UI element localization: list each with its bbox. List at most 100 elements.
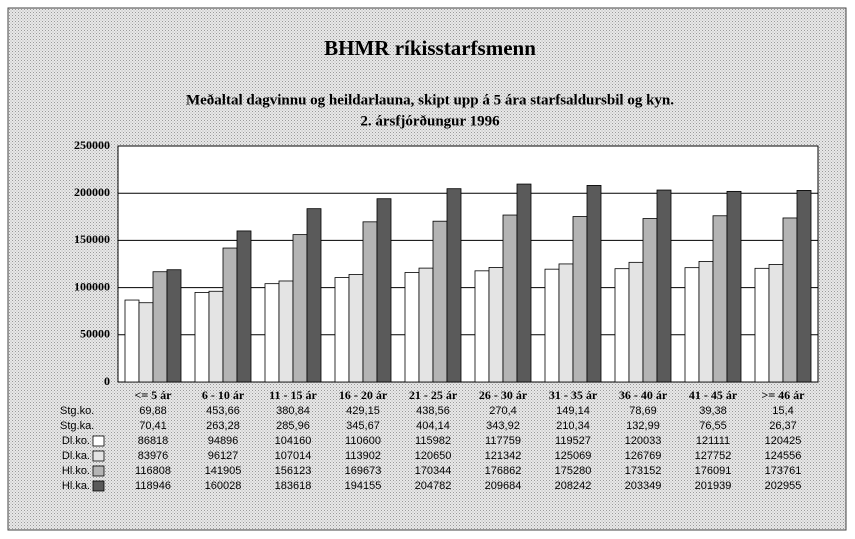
table-cell: 121342 xyxy=(485,450,522,462)
legend-label: Dl.ko. xyxy=(62,435,90,447)
table-cell: 113902 xyxy=(345,450,381,462)
x-tick-label: 26 - 30 ár xyxy=(479,388,528,402)
y-tick-label: 200000 xyxy=(74,185,110,199)
table-cell: 141905 xyxy=(205,465,242,477)
bar xyxy=(138,302,154,383)
table-cell: 15,4 xyxy=(772,405,793,417)
y-tick-label: 100000 xyxy=(74,279,110,293)
table-cell: 78,69 xyxy=(629,405,657,417)
table-cell: 175280 xyxy=(555,465,592,477)
table-cell: 110600 xyxy=(345,435,381,447)
table-cell: 201939 xyxy=(695,480,732,492)
table-cell: 380,84 xyxy=(276,405,310,417)
bar xyxy=(432,220,448,383)
table-cell: 202955 xyxy=(765,480,802,492)
table-cell: 209684 xyxy=(485,480,522,492)
table-cell: 117759 xyxy=(485,435,521,447)
bar xyxy=(712,215,728,383)
x-tick-label: 16 - 20 ár xyxy=(339,388,388,402)
table-cell: 118946 xyxy=(135,480,171,492)
table-cell: 285,96 xyxy=(276,420,310,432)
y-tick-label: 250000 xyxy=(74,138,110,152)
table-cell: 70,41 xyxy=(139,420,167,432)
x-tick-label: 6 - 10 ár xyxy=(202,388,245,402)
bar xyxy=(446,188,462,383)
table-cell: 173761 xyxy=(765,465,802,477)
y-tick-label: 50000 xyxy=(80,327,110,341)
bar xyxy=(656,189,672,383)
table-cell: 124556 xyxy=(765,450,802,462)
table-cell: 453,66 xyxy=(206,405,240,417)
bar xyxy=(502,214,518,383)
table-cell: 169673 xyxy=(345,465,382,477)
table-cell: 176862 xyxy=(485,465,522,477)
bar xyxy=(152,271,168,383)
bar xyxy=(474,270,490,383)
table-cell: 343,92 xyxy=(486,420,520,432)
table-cell: 116808 xyxy=(135,465,171,477)
table-cell: 119527 xyxy=(555,435,591,447)
x-tick-label: 31 - 35 ár xyxy=(549,388,598,402)
y-tick-label: 150000 xyxy=(74,232,110,246)
bar xyxy=(376,198,392,383)
bar xyxy=(306,208,322,383)
table-cell: 107014 xyxy=(275,450,312,462)
bar xyxy=(768,264,784,383)
table-cell: 94896 xyxy=(208,435,239,447)
bar xyxy=(166,269,182,383)
table-cell: 194155 xyxy=(345,480,382,492)
table-cell: 121111 xyxy=(696,435,730,447)
legend-label: Hl.ko. xyxy=(62,465,90,477)
table-cell: 120650 xyxy=(415,450,452,462)
bar xyxy=(684,267,700,383)
bar xyxy=(796,190,812,383)
table-cell: 210,34 xyxy=(556,420,590,432)
table-cell: 270,4 xyxy=(489,405,517,417)
x-tick-label: 11 - 15 ár xyxy=(269,388,317,402)
table-cell: 204782 xyxy=(415,480,452,492)
legend-swatch xyxy=(92,480,105,492)
table-cell: 160028 xyxy=(205,480,242,492)
table-row-label: Stg.ka. xyxy=(60,420,94,432)
bar xyxy=(334,277,350,383)
bar xyxy=(194,292,210,383)
table-cell: 39,38 xyxy=(699,405,727,417)
table-cell: 86818 xyxy=(138,435,169,447)
legend-swatch xyxy=(92,465,105,477)
table-cell: 120033 xyxy=(625,435,662,447)
bar xyxy=(726,190,742,383)
bar xyxy=(628,261,644,383)
bar xyxy=(544,268,560,383)
table-cell: 183618 xyxy=(275,480,312,492)
bar xyxy=(404,272,420,383)
legend-label: Dl.ka. xyxy=(62,450,90,462)
table-cell: 127752 xyxy=(695,450,732,462)
bar xyxy=(124,299,140,383)
table-cell: 404,14 xyxy=(416,420,450,432)
table-cell: 345,67 xyxy=(346,420,380,432)
x-tick-label: <= 5 ár xyxy=(134,388,172,402)
table-cell: 170344 xyxy=(415,465,452,477)
table-cell: 120425 xyxy=(765,435,802,447)
table-cell: 115982 xyxy=(415,435,451,447)
bar xyxy=(362,221,378,383)
table-cell: 438,56 xyxy=(416,405,450,417)
table-cell: 132,99 xyxy=(626,420,660,432)
bar xyxy=(642,218,658,383)
table-cell: 69,88 xyxy=(139,405,167,417)
legend-label: Hl.ka. xyxy=(62,480,90,492)
legend-swatch xyxy=(92,435,105,447)
y-tick-label: 0 xyxy=(104,374,110,388)
bar xyxy=(264,283,280,383)
table-cell: 208242 xyxy=(555,480,592,492)
bar xyxy=(572,216,588,383)
table-row-label: Stg.ko. xyxy=(60,405,94,417)
table-cell: 83976 xyxy=(138,450,169,462)
bar xyxy=(236,230,252,383)
bar xyxy=(558,263,574,383)
table-cell: 149,14 xyxy=(556,405,590,417)
bar xyxy=(222,247,238,383)
table-cell: 104160 xyxy=(275,435,312,447)
table-cell: 173152 xyxy=(625,465,662,477)
